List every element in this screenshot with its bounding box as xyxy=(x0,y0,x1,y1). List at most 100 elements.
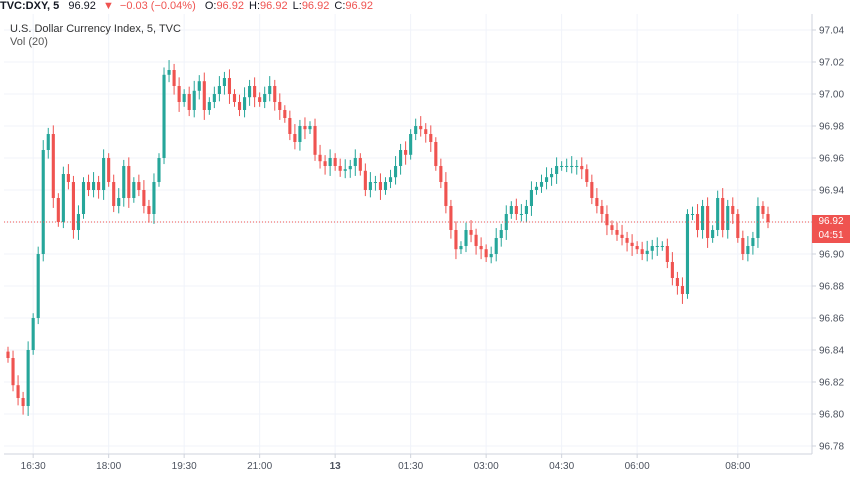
candle-body xyxy=(86,182,91,190)
candle-body xyxy=(414,126,418,134)
candle-body xyxy=(484,249,488,258)
candle-body xyxy=(575,166,579,167)
chart-grid xyxy=(4,14,812,454)
candle-body xyxy=(56,198,60,222)
candle xyxy=(575,159,579,175)
candle-body xyxy=(590,182,594,198)
candle xyxy=(499,223,503,247)
candle-body xyxy=(97,182,101,190)
candle-body xyxy=(741,238,745,254)
candle xyxy=(217,76,221,102)
candle xyxy=(464,222,468,253)
close-value: 96.92 xyxy=(345,0,373,12)
candle-body xyxy=(459,246,463,250)
candle xyxy=(675,271,679,295)
candle-body xyxy=(605,214,609,226)
x-axis[interactable]: 16:30 18:00 19:30 21:00 13 01:30 03:00 04:30 06:… xyxy=(21,454,751,472)
candle-body xyxy=(570,166,574,167)
symbol-name[interactable]: TVC:DXY, 5 xyxy=(0,0,60,12)
chart-title[interactable]: U.S. Dollar Currency Index, 5, TVC xyxy=(10,23,181,35)
candle-body xyxy=(439,166,443,182)
candle xyxy=(751,231,755,255)
candle xyxy=(278,93,282,120)
y-tick-label: 96.84 xyxy=(819,346,844,357)
candle xyxy=(152,173,156,224)
candle xyxy=(690,206,695,221)
candle xyxy=(514,198,518,221)
candle xyxy=(353,149,357,176)
candle-body xyxy=(348,166,352,170)
candle-body xyxy=(162,74,166,158)
candle xyxy=(459,241,463,254)
candle-body xyxy=(92,182,96,190)
y-tick-label: 96.86 xyxy=(819,314,844,325)
candle xyxy=(31,313,35,355)
candle xyxy=(258,92,262,107)
candle xyxy=(640,241,644,261)
candle-body xyxy=(202,81,206,110)
candle-body xyxy=(625,238,629,243)
candle xyxy=(383,177,388,195)
candle xyxy=(544,167,549,190)
candle xyxy=(635,241,639,254)
candle xyxy=(16,375,20,406)
candle xyxy=(358,153,362,176)
candle xyxy=(61,166,65,229)
candle xyxy=(670,252,674,286)
y-tick-label: 97.00 xyxy=(819,90,844,101)
candle-body xyxy=(122,166,126,198)
candle xyxy=(424,123,428,143)
candle xyxy=(645,240,649,262)
candle xyxy=(41,140,45,262)
candle-body xyxy=(721,198,725,230)
candle xyxy=(298,119,302,151)
volume-indicator-label[interactable]: Vol (20) xyxy=(10,36,48,48)
candle xyxy=(610,220,614,235)
candle-body xyxy=(409,134,413,155)
candle-body xyxy=(318,154,322,162)
low-label: L: xyxy=(292,0,302,12)
candle xyxy=(222,71,226,95)
candle xyxy=(288,110,292,141)
candle xyxy=(227,69,232,104)
candle-body xyxy=(711,230,715,238)
candle xyxy=(439,158,443,189)
x-tick-label: 03:00 xyxy=(474,461,499,472)
candle-body xyxy=(273,86,277,102)
candle xyxy=(595,188,599,214)
candle xyxy=(86,174,91,197)
candle xyxy=(157,153,161,187)
candle-body xyxy=(283,110,287,118)
candle-body xyxy=(358,158,362,171)
candle-body xyxy=(388,177,393,182)
candle-body xyxy=(217,86,221,94)
candle xyxy=(26,341,30,416)
candle-body xyxy=(227,78,232,94)
candle xyxy=(6,346,10,363)
candle xyxy=(71,175,75,239)
candle xyxy=(716,190,720,237)
candle-body xyxy=(36,254,40,318)
candle-body xyxy=(313,126,317,155)
candle-body xyxy=(192,90,196,110)
y-tick-label: 96.90 xyxy=(819,250,844,261)
candle xyxy=(393,156,398,185)
candle-body xyxy=(640,249,644,254)
candle-body xyxy=(429,134,433,142)
candle xyxy=(76,205,81,240)
candle-body xyxy=(630,242,634,246)
candle xyxy=(293,124,297,150)
y-tick-label: 96.98 xyxy=(819,122,844,133)
candle-body xyxy=(323,161,327,166)
candle xyxy=(117,188,121,214)
candle-body xyxy=(726,206,730,230)
candle xyxy=(489,246,493,264)
candle-body xyxy=(127,166,131,198)
candle xyxy=(102,149,106,200)
candle-body xyxy=(66,174,70,182)
candle xyxy=(665,238,669,269)
candle xyxy=(434,137,438,171)
candle xyxy=(232,89,237,107)
candle-body xyxy=(107,158,111,182)
